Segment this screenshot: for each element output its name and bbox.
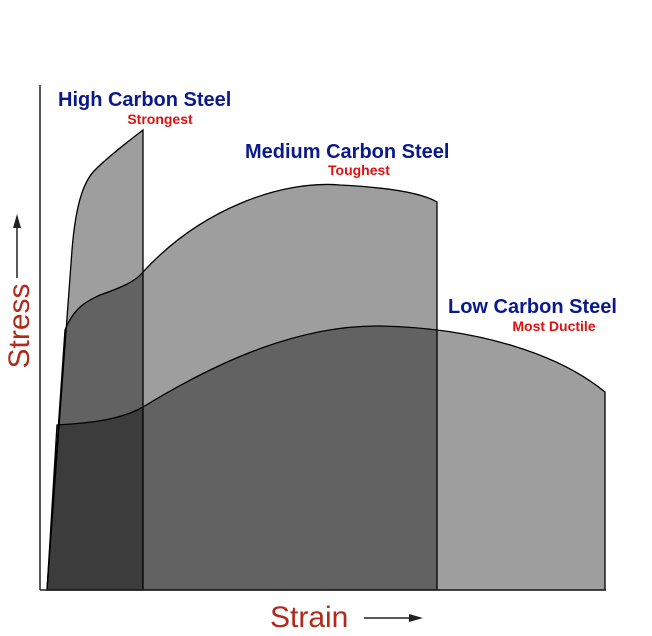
curve-label: Medium Carbon Steel bbox=[245, 141, 449, 163]
curve-note: Strongest bbox=[127, 111, 193, 127]
medium-carbon-region bbox=[46, 183, 438, 591]
x-arrow-head bbox=[409, 614, 423, 622]
curve-label: High Carbon Steel bbox=[58, 89, 231, 111]
regions bbox=[46, 128, 606, 591]
curve-note: Most Ductile bbox=[512, 318, 595, 334]
curve-label: Low Carbon Steel bbox=[448, 296, 617, 318]
high-carbon-region bbox=[46, 128, 144, 591]
low-carbon-region bbox=[46, 325, 606, 591]
y-axis-label: Stress bbox=[3, 283, 36, 368]
curve-note: Toughest bbox=[328, 162, 390, 178]
x-axis-label: Strain bbox=[270, 601, 348, 634]
y-arrow-head bbox=[13, 214, 21, 228]
